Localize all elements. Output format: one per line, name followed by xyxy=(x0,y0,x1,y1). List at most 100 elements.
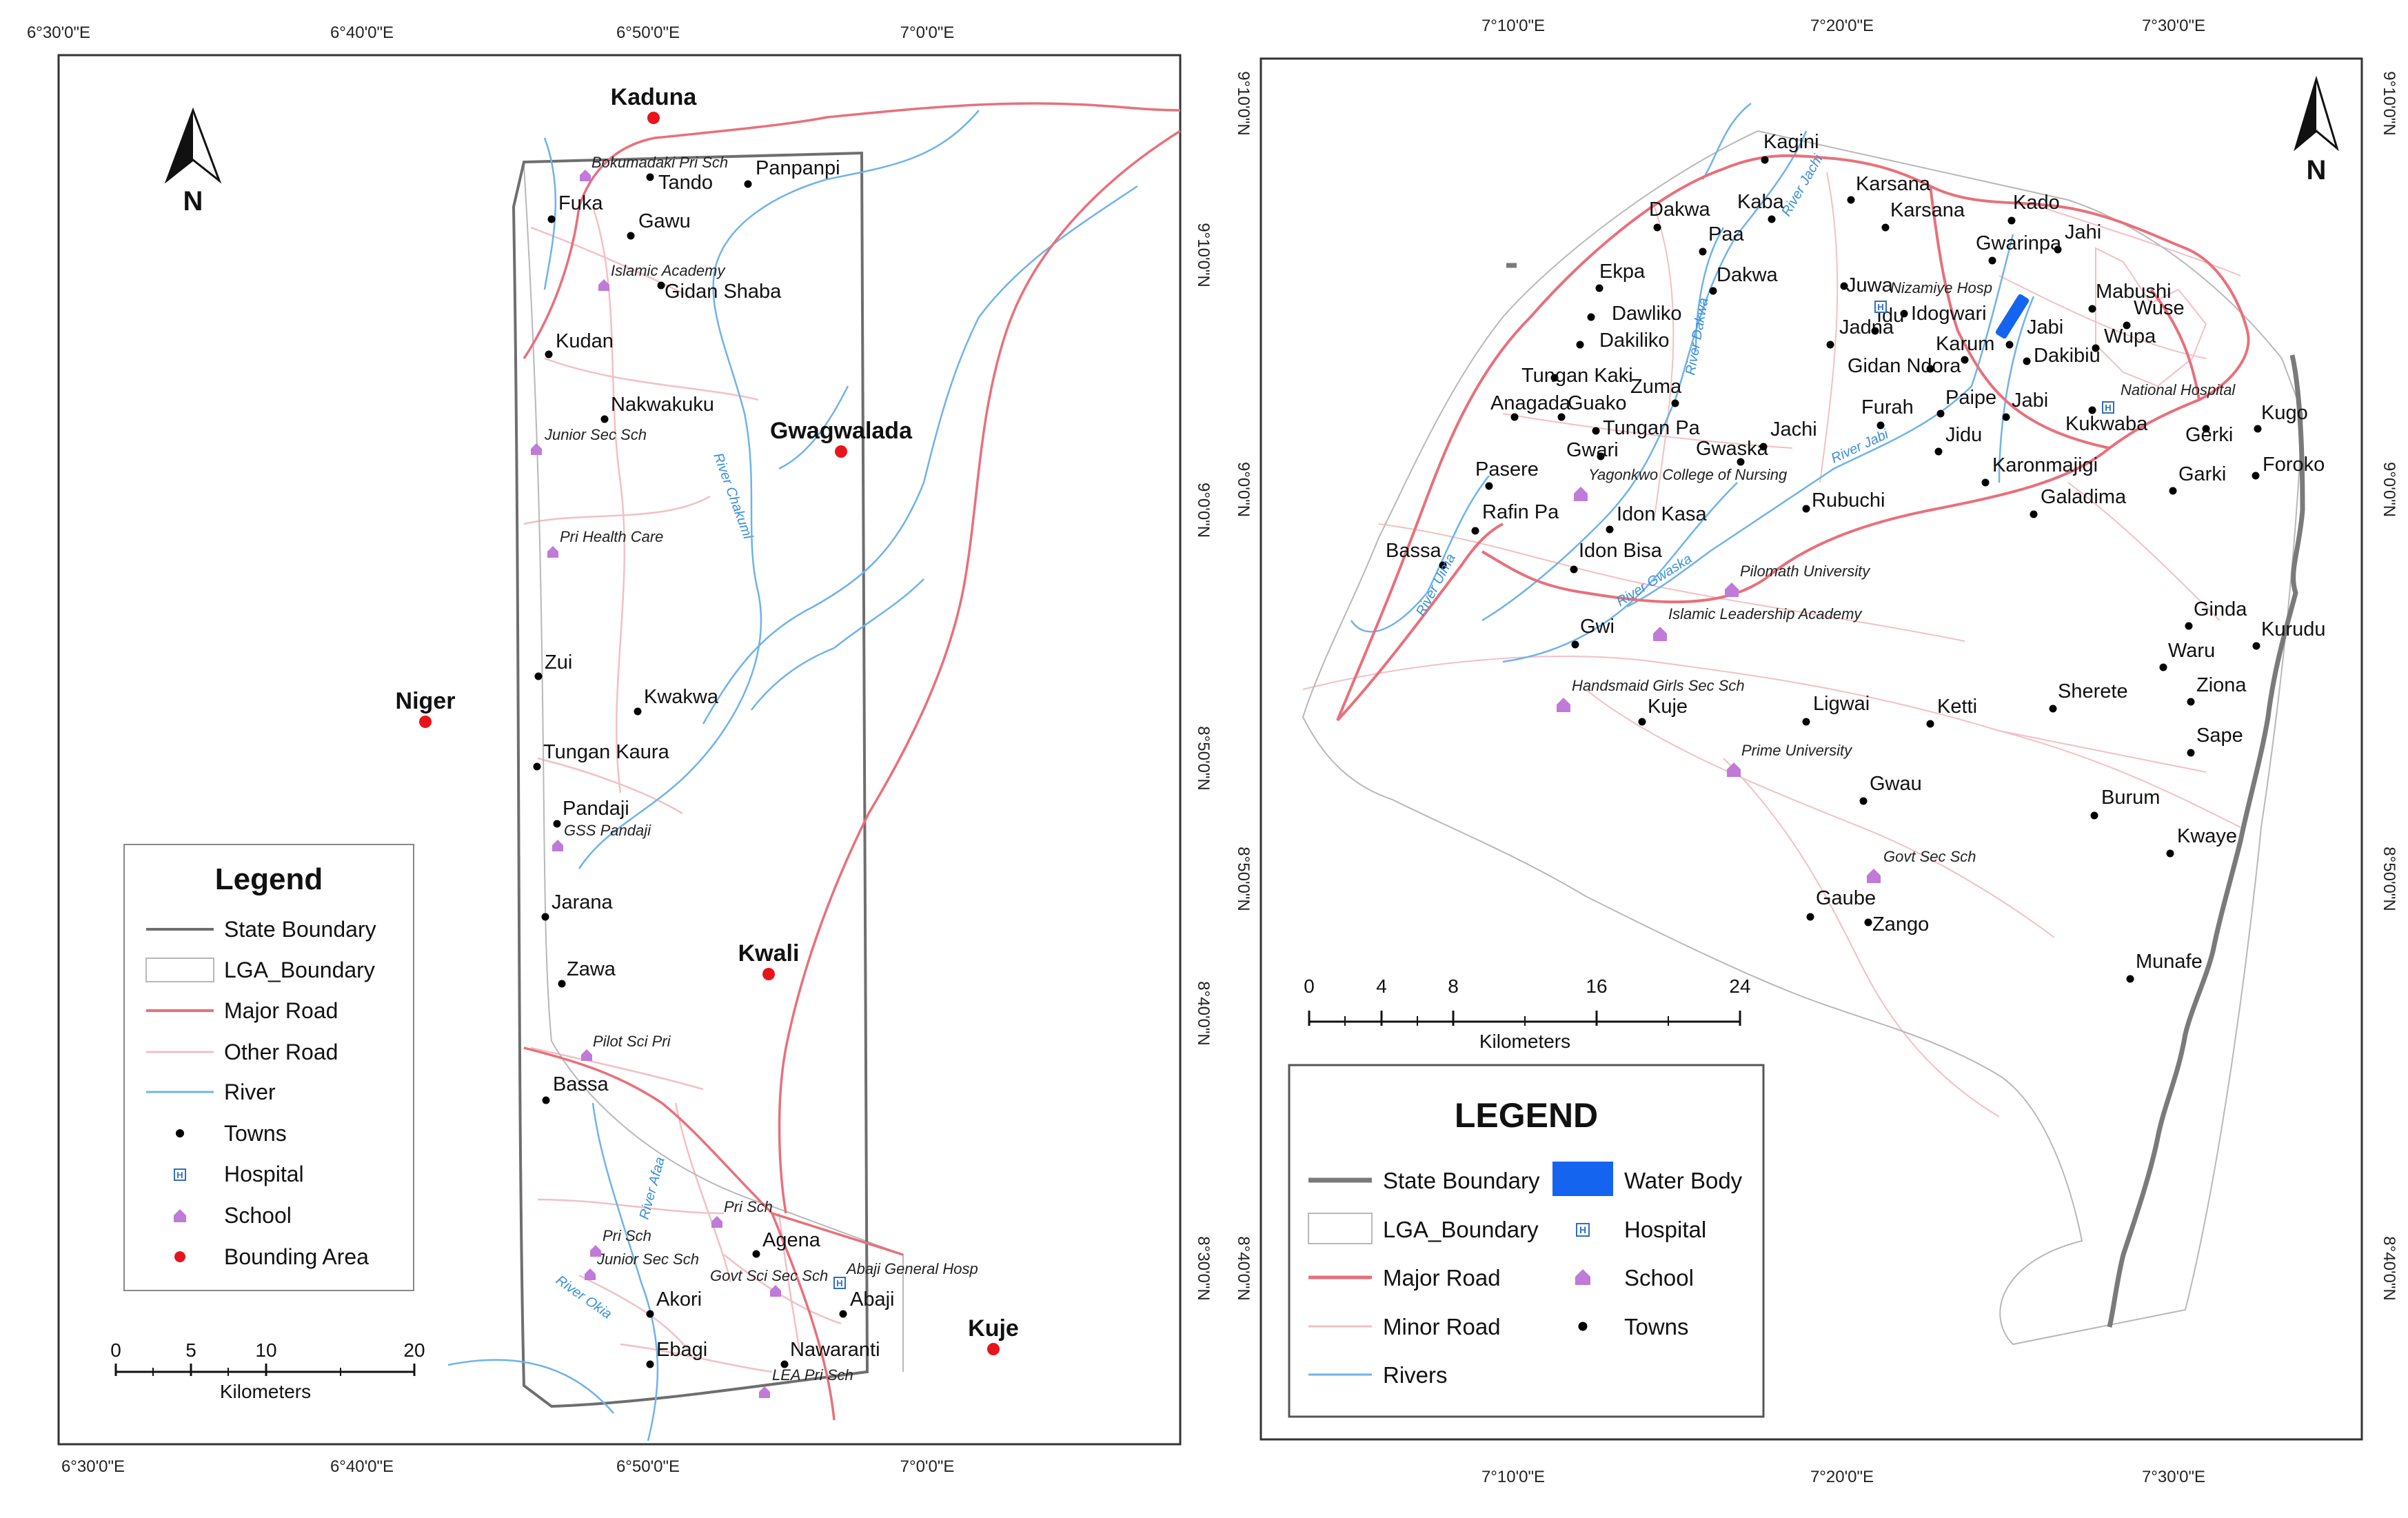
town-label: Gidan Shaba xyxy=(665,281,782,303)
lga-boundary xyxy=(523,165,904,1372)
town-marker xyxy=(1768,215,1776,223)
town-label: Kudan xyxy=(556,330,614,352)
right-hospitals: H Nizamiye Hosp H National Hospital xyxy=(1874,279,2236,414)
coord-label: 7°0'0"E xyxy=(900,1457,955,1476)
other-road xyxy=(530,1046,704,1091)
major-road xyxy=(2149,288,2200,401)
minor-road xyxy=(2067,482,2220,621)
town-marker xyxy=(1606,525,1614,534)
town-marker xyxy=(627,232,635,240)
coord-label: 7°20'0"E xyxy=(1810,1468,1874,1486)
school-label: Handsmaid Girls Sec Sch xyxy=(1572,677,1745,694)
town-label: Fuka xyxy=(558,192,603,214)
bounding-area-label: Gwagwalada xyxy=(770,418,913,444)
town-marker xyxy=(1871,327,1879,335)
town-marker xyxy=(533,762,541,771)
town-label: Juwa xyxy=(1846,274,1894,296)
coord-label: 8°40'0"N xyxy=(1194,981,1213,1045)
minor-road xyxy=(2040,206,2241,276)
town-label: Gwi xyxy=(1580,616,1615,638)
town-label: Munafe xyxy=(2136,951,2203,973)
town-label: Kurudu xyxy=(2261,618,2326,640)
town-label: Akori xyxy=(656,1288,702,1310)
town-marker xyxy=(2054,245,2062,254)
town-label: Kugo xyxy=(2261,402,2308,424)
river-line xyxy=(1998,296,2035,483)
town-marker xyxy=(2049,705,2057,713)
left-map: 6°30'0"E 6°40'0"E 6°50'0"E 7°0'0"E 6°30'… xyxy=(27,23,1213,1476)
scale-tick-label: 16 xyxy=(1586,975,1607,997)
hospital-icon-glyph: H xyxy=(1579,1224,1586,1235)
town-marker xyxy=(1709,287,1717,295)
coord-label: 7°10'0"E xyxy=(1481,17,1545,35)
town-marker xyxy=(2187,698,2195,706)
town-label: Gaube xyxy=(1816,887,1876,909)
river-line xyxy=(751,578,924,711)
minor-road xyxy=(2095,247,2207,387)
river-line xyxy=(1502,482,1738,663)
hospital-icon-glyph: H xyxy=(2105,403,2111,413)
right-bottom-coords: 7°10'0"E 7°20'0"E 7°30'0"E xyxy=(1481,1468,2205,1486)
town-marker xyxy=(1988,256,1996,265)
town-marker xyxy=(1638,718,1646,726)
town-label: Kwakwa xyxy=(644,686,719,708)
town-marker xyxy=(1571,640,1579,649)
town-marker xyxy=(1759,443,1768,451)
town-label: Tungan Kaki xyxy=(1521,365,1633,387)
town-label: Wupa xyxy=(2104,325,2156,347)
school-icon xyxy=(552,840,563,851)
school-label: Bokumadaki Pri Sch xyxy=(591,154,728,171)
legend-item: Other Road xyxy=(224,1040,338,1064)
scale-tick-label: 20 xyxy=(403,1339,425,1361)
town-marker xyxy=(2088,305,2096,313)
town-label: Tungan Kaura xyxy=(543,741,670,763)
town-marker xyxy=(1840,282,1848,290)
town-label: Jahi xyxy=(2065,221,2101,243)
scale-tick-label: 4 xyxy=(1376,975,1387,997)
town-marker xyxy=(553,820,561,828)
town-marker xyxy=(1699,247,1707,256)
town-marker xyxy=(2092,344,2100,352)
coord-label: 9°0'0"N xyxy=(1194,483,1213,538)
coord-label: 7°0'0"E xyxy=(900,23,955,42)
town-marker xyxy=(2159,663,2167,671)
town-marker xyxy=(1671,399,1679,407)
legend-item: Towns xyxy=(1624,1314,1689,1339)
legend-item: LGA_Boundary xyxy=(224,958,375,982)
coord-label: 9°10'0"N xyxy=(1194,223,1213,287)
town-label: Gerki xyxy=(2185,424,2233,446)
town-label: Abaji xyxy=(850,1288,895,1310)
town-marker xyxy=(1881,223,1890,232)
town-label: Zango xyxy=(1872,913,1929,935)
school-icon xyxy=(590,1245,601,1257)
bounding-area-label: Kaduna xyxy=(611,84,698,110)
coord-label: 6°50'0"E xyxy=(616,23,680,42)
school-icon xyxy=(598,279,609,291)
legend-item: River xyxy=(224,1080,276,1104)
right-minor-roads xyxy=(1302,172,2241,1117)
town-label: Dakiliko xyxy=(1599,330,1670,352)
town-marker xyxy=(541,913,549,921)
left-north-arrow: N xyxy=(164,107,222,216)
hospital-icon-glyph: H xyxy=(836,1278,842,1288)
right-schools: Yagonkwo College of Nursing Pilomath Uni… xyxy=(1557,466,1976,883)
legend-swatch-lga-boundary xyxy=(145,958,214,982)
legend-item: Major Road xyxy=(1383,1265,1501,1291)
north-arrow-icon-half xyxy=(167,110,193,181)
town-label: Mabushi xyxy=(2096,281,2172,303)
right-legend: LEGEND State Boundary LGA_Boundary Major… xyxy=(1288,1064,1765,1418)
left-side-coords: 9°10'0"N 9°0'0"N 8°50'0"N 8°40'0"N 8°30'… xyxy=(1194,223,1213,1300)
other-road xyxy=(578,1274,690,1352)
legend-swatch-hospital xyxy=(1576,1223,1590,1237)
town-label: Gawu xyxy=(638,210,691,232)
town-marker xyxy=(1900,310,1908,318)
town-marker xyxy=(1802,718,1810,726)
town-label: Rafin Pa xyxy=(1482,501,1559,523)
school-label: LEA Pri Sch xyxy=(772,1366,853,1384)
left-legend: Legend State Boundary LGA_Boundary Major… xyxy=(123,844,414,1291)
town-label: Gwari xyxy=(1566,439,1619,461)
river-line xyxy=(1701,103,1752,180)
left-bottom-coords: 6°30'0"E 6°40'0"E 6°50'0"E 7°0'0"E xyxy=(61,1457,954,1476)
town-marker xyxy=(2252,472,2260,480)
